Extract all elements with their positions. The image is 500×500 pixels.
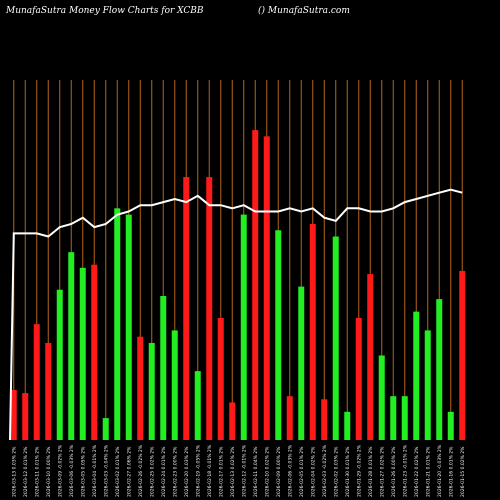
x-tick-label: 2026-03-11 0.01% 2%	[34, 446, 40, 497]
bar-up	[194, 371, 201, 440]
x-tick-label: 2026-01-28 0.01% 2%	[368, 446, 374, 497]
x-tick-label: 2026-02-25 0.02% 2%	[149, 446, 155, 497]
bar-down	[217, 317, 224, 440]
bar-up	[401, 396, 408, 440]
bar-down	[252, 130, 259, 440]
x-tick-label: 2026-02-20 0.03% 2%	[184, 446, 190, 497]
chart-title: MunafaSutra Money Flow Charts for XCBB	[6, 6, 204, 16]
x-tick-label: 2026-01-23 -0.01% 2%	[402, 444, 408, 497]
x-tick-label: 2026-02-05 0.01% 2%	[299, 446, 305, 497]
bar-down	[183, 177, 190, 441]
x-tick-label: 2026-02-26 -0.02% 2%	[138, 444, 144, 497]
bar-up	[102, 418, 109, 440]
bar-up	[125, 214, 132, 440]
bar-down	[263, 136, 270, 440]
x-tick-label: 2026-02-27 0.06% 2%	[126, 446, 132, 497]
bar-up	[298, 286, 305, 440]
bar-up	[447, 411, 454, 440]
bar-up	[378, 355, 385, 440]
x-tick-label: 2026-01-30 0.01% 2%	[345, 446, 351, 497]
x-tick-label: 2026-02-03 -0.02% 2%	[322, 444, 328, 497]
x-tick-label: 2026-03-05 0.05% 2%	[80, 446, 86, 497]
x-tick-label: 2026-01-15 0.02% 2%	[460, 446, 466, 497]
bar-down	[321, 399, 328, 440]
x-tick-label: 2026-03-12 0.01% 2%	[23, 446, 29, 497]
x-tick-label: 2026-02-09 0.00% 2%	[276, 446, 282, 497]
x-tick-label: 2026-03-06 -0.03% 2%	[69, 444, 75, 497]
x-tick-label: 2026-02-24 0.01% 2%	[161, 446, 167, 497]
bar-down	[22, 393, 29, 440]
money-flow-line	[9, 188, 463, 441]
x-tick-label: 2026-02-23 0.00% 2%	[172, 446, 178, 497]
x-tick-label: 2026-01-29 -0.02% 2%	[356, 444, 362, 497]
x-tick-label: 2026-03-03 -0.04% 2%	[103, 444, 109, 497]
x-tick-label: 2026-02-11 0.04% 2%	[253, 446, 259, 497]
bar-down	[91, 264, 98, 440]
bar-down	[459, 270, 466, 440]
bar-up	[424, 330, 431, 440]
x-tick-label: 2026-03-09 -0.02% 2%	[57, 444, 63, 497]
line-group	[9, 188, 463, 441]
bar-up	[436, 299, 443, 440]
bar-up	[56, 289, 63, 440]
x-labels-group: 2026-03-13 0.03% 2% 2026-03-12 0.01% 2% 20…	[11, 444, 466, 497]
x-tick-label: 2026-03-04 -0.01% 2%	[92, 444, 98, 497]
bar-down	[137, 336, 144, 440]
bar-down	[33, 324, 40, 440]
x-tick-label: 2026-03-13 0.03% 2%	[11, 446, 17, 497]
bar-up	[114, 208, 121, 440]
bar-down	[367, 274, 374, 440]
x-tick-label: 2026-01-16 0.01% 2%	[448, 446, 454, 497]
x-tick-label: 2026-02-06 -0.03% 2%	[287, 444, 293, 497]
x-tick-label: 2026-01-20 -0.03% 2%	[437, 444, 443, 497]
bar-up	[160, 296, 167, 440]
bar-up	[344, 411, 351, 440]
x-tick-label: 2026-02-04 0.02% 2%	[310, 446, 316, 497]
x-tick-label: 2026-01-21 0.01% 2%	[425, 446, 431, 497]
bar-down	[286, 396, 293, 440]
bar-up	[148, 342, 155, 440]
bar-up	[390, 396, 397, 440]
x-tick-label: 2026-03-10 0.00% 2%	[46, 446, 52, 497]
site-credit: () MunafaSutra.com	[258, 6, 350, 16]
x-tick-label: 2026-02-19 -0.05% 2%	[195, 444, 201, 497]
bar-up	[275, 230, 282, 440]
x-tick-label: 2026-01-27 0.02% 2%	[379, 446, 385, 497]
bar-down	[45, 342, 52, 440]
bar-down	[309, 224, 316, 440]
x-tick-label: 2026-02-02 0.03% 2%	[333, 446, 339, 497]
bar-up	[413, 311, 420, 440]
bar-up	[332, 236, 339, 440]
bar-down	[229, 402, 236, 440]
bar-up	[171, 330, 178, 440]
x-tick-label: 2026-03-02 0.01% 2%	[115, 446, 121, 497]
x-tick-label: 2026-02-18 -0.01% 2%	[207, 444, 213, 497]
x-tick-label: 2026-02-13 0.02% 2%	[230, 446, 236, 497]
bar-down	[355, 317, 362, 440]
bar-up	[79, 267, 86, 440]
bars-group	[10, 130, 466, 441]
x-tick-label: 2026-01-26 0.00% 2%	[391, 446, 397, 497]
x-tick-label: 2026-02-17 0.01% 2%	[218, 446, 224, 497]
bar-up	[240, 214, 247, 440]
bar-down	[10, 389, 17, 440]
bar-down	[206, 177, 213, 441]
x-tick-label: 2026-01-22 0.02% 2%	[414, 446, 420, 497]
x-tick-label: 2026-02-10 0.02% 2%	[264, 446, 270, 497]
x-tick-label: 2026-02-12 -0.01% 2%	[241, 444, 247, 497]
bar-up	[68, 252, 75, 440]
